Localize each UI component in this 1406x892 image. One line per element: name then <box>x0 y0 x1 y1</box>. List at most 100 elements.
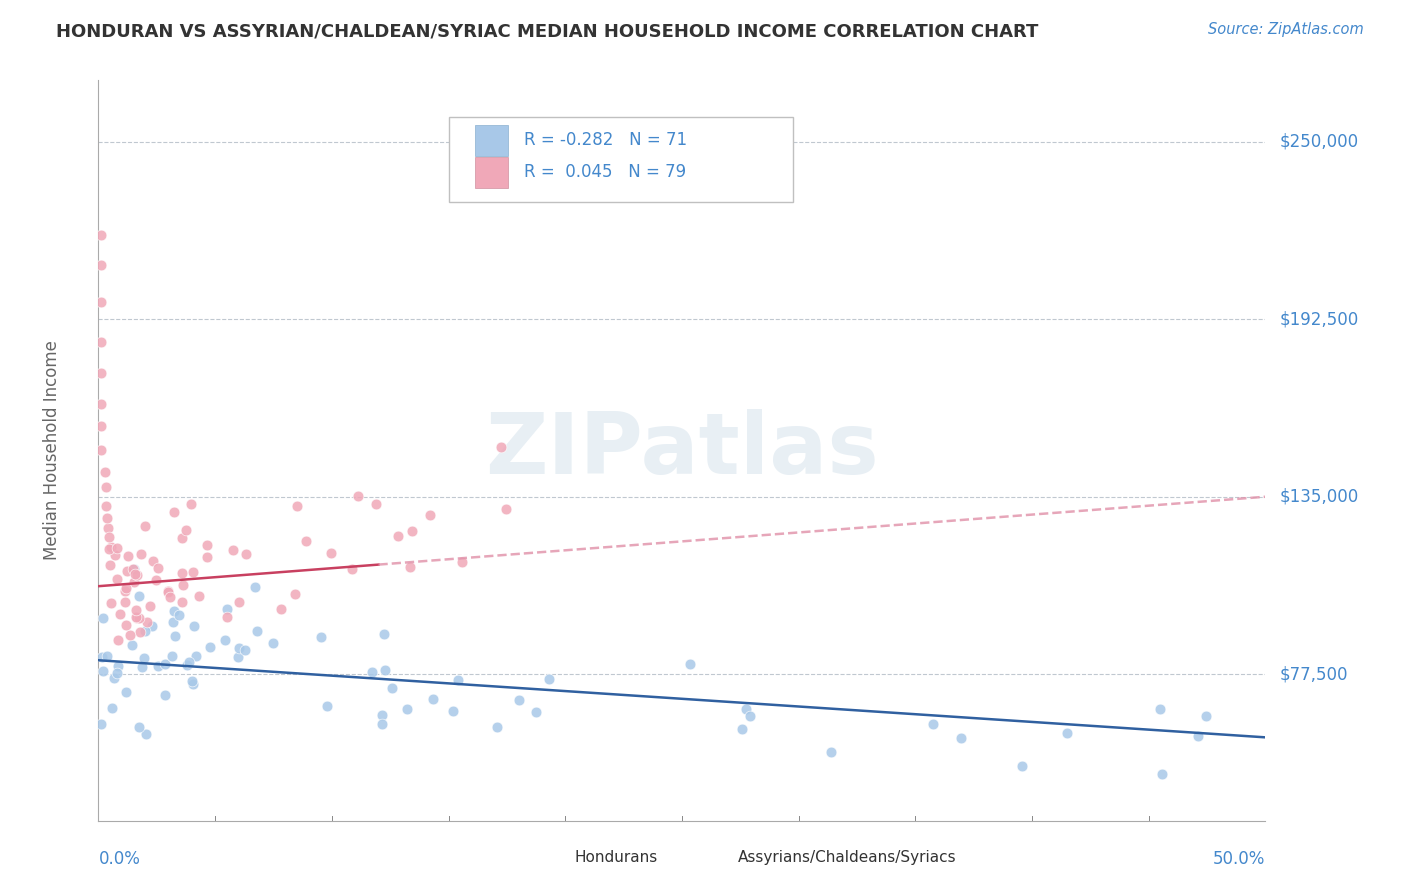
Point <box>735 702 758 716</box>
Point <box>221 543 243 558</box>
Point <box>1149 702 1171 716</box>
Text: Median Household Income: Median Household Income <box>42 341 60 560</box>
Point <box>181 565 204 579</box>
Point <box>285 499 308 513</box>
Text: 50.0%: 50.0% <box>1213 850 1265 868</box>
Point <box>183 677 205 691</box>
Point <box>188 589 211 603</box>
Point <box>94 480 117 494</box>
Point <box>110 607 132 622</box>
Bar <box>541 850 565 865</box>
Point <box>162 505 184 519</box>
Point <box>176 657 198 672</box>
Point <box>183 619 205 633</box>
Point <box>105 541 128 555</box>
Point <box>153 657 176 671</box>
FancyBboxPatch shape <box>449 118 793 202</box>
Point <box>90 227 112 242</box>
Point <box>114 595 136 609</box>
Point <box>396 702 419 716</box>
Point <box>90 335 112 350</box>
Point <box>90 443 112 458</box>
Point <box>419 508 441 522</box>
Point <box>195 550 218 565</box>
Point <box>91 649 114 664</box>
Point <box>100 558 122 572</box>
Point <box>495 502 517 516</box>
Point <box>172 578 194 592</box>
Point <box>96 499 118 513</box>
Point <box>100 540 122 554</box>
Point <box>115 617 138 632</box>
Point <box>96 649 118 664</box>
Point <box>228 595 250 609</box>
Point <box>309 631 332 645</box>
Point <box>125 603 148 617</box>
Point <box>215 609 238 624</box>
Point <box>485 720 508 734</box>
Point <box>373 627 395 641</box>
Point <box>184 648 207 663</box>
Point <box>115 581 138 595</box>
Point <box>117 549 139 564</box>
Point <box>163 604 186 618</box>
Point <box>170 595 193 609</box>
Point <box>731 722 754 736</box>
Point <box>120 628 142 642</box>
Point <box>153 688 176 702</box>
Text: R = -0.282   N = 71: R = -0.282 N = 71 <box>524 131 688 149</box>
Point <box>145 574 167 588</box>
Point <box>1194 709 1216 723</box>
Point <box>235 547 257 561</box>
Point <box>360 665 382 679</box>
Point <box>284 587 307 601</box>
Point <box>90 367 112 381</box>
Point <box>381 681 404 696</box>
Point <box>679 657 702 671</box>
Point <box>1056 725 1078 739</box>
Point <box>101 701 124 715</box>
Point <box>524 705 547 719</box>
Point <box>129 624 152 639</box>
Text: Source: ZipAtlas.com: Source: ZipAtlas.com <box>1208 22 1364 37</box>
Point <box>104 548 127 562</box>
Point <box>949 731 972 745</box>
Text: $250,000: $250,000 <box>1279 133 1358 151</box>
Point <box>107 632 129 647</box>
Point <box>90 716 112 731</box>
Point <box>90 397 112 411</box>
Point <box>128 589 150 603</box>
Text: Assyrians/Chaldeans/Syriacs: Assyrians/Chaldeans/Syriacs <box>738 850 956 865</box>
Text: $192,500: $192,500 <box>1279 310 1358 328</box>
Point <box>321 546 343 560</box>
Point <box>131 659 153 673</box>
Point <box>922 717 945 731</box>
Point <box>148 561 170 575</box>
Point <box>159 591 181 605</box>
Point <box>115 564 138 578</box>
Point <box>489 440 512 454</box>
Point <box>136 615 159 629</box>
Point <box>370 708 392 723</box>
Point <box>200 640 222 654</box>
Point <box>179 655 201 669</box>
Point <box>342 562 364 576</box>
Point <box>246 624 269 638</box>
Point <box>401 524 423 539</box>
Point <box>94 465 117 479</box>
Point <box>169 607 191 622</box>
Text: 0.0%: 0.0% <box>98 850 141 868</box>
Point <box>195 538 218 552</box>
Point <box>347 489 370 503</box>
Point <box>537 673 560 687</box>
Point <box>228 641 250 656</box>
Point <box>134 519 156 533</box>
Point <box>1187 729 1209 743</box>
Point <box>125 610 148 624</box>
Point <box>441 704 464 718</box>
Point <box>100 596 122 610</box>
Point <box>447 673 470 687</box>
Point <box>820 745 842 759</box>
Point <box>98 530 121 544</box>
Point <box>122 562 145 576</box>
